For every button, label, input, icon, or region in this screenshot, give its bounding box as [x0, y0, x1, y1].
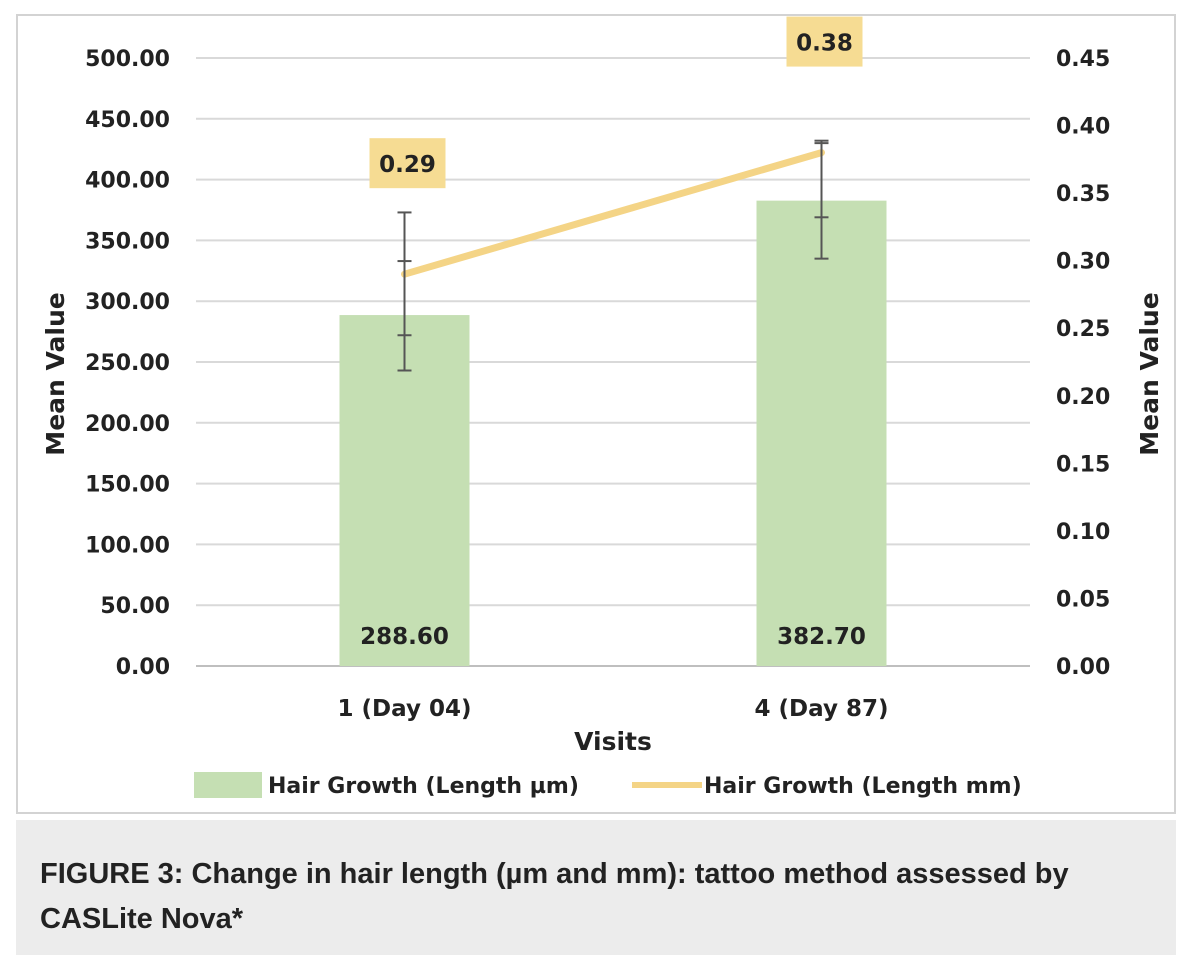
bar-data-label: 288.60 — [360, 624, 449, 650]
x-axis-title: Visits — [574, 727, 652, 756]
y-left-tick-label: 450.00 — [85, 108, 170, 133]
line-data-label: 0.38 — [796, 31, 853, 57]
y-left-tick-label: 250.00 — [85, 351, 170, 376]
y-right-tick-label: 0.15 — [1056, 452, 1110, 477]
y-right-tick-label: 0.30 — [1056, 250, 1110, 275]
legend-label-line: Hair Growth (Length mm) — [704, 774, 1022, 799]
y-right-axis-title: Mean Value — [1135, 292, 1164, 455]
y-right-tick-label: 0.20 — [1056, 385, 1110, 410]
y-right-tick-label: 0.35 — [1056, 182, 1110, 207]
y-left-tick-label: 100.00 — [85, 533, 170, 558]
chart: 288.60 382.70 0.29 0.38 0.00 50.00 100.00 150.… — [41, 16, 1164, 799]
y-right-tick-label: 0.25 — [1056, 317, 1110, 342]
y-left-tick-label: 500.00 — [85, 47, 170, 72]
caption-text: FIGURE 3: Change in hair length (µm and … — [40, 858, 1069, 935]
legend-label-bar: Hair Growth (Length µm) — [268, 774, 579, 799]
line-series — [401, 149, 825, 278]
line-data-label: 0.29 — [379, 152, 436, 178]
bar-data-label: 382.70 — [777, 624, 866, 650]
line-data-label-box — [786, 16, 863, 67]
x-tick-label: 4 (Day 87) — [755, 696, 889, 722]
legend-swatch-bar — [194, 772, 262, 798]
x-tick-label: 1 (Day 04) — [338, 696, 472, 722]
line-data-label-box — [369, 138, 446, 189]
y-left-tick-label: 50.00 — [100, 594, 170, 619]
y-right-tick-label: 0.45 — [1056, 47, 1110, 72]
bar — [339, 315, 470, 666]
bar — [756, 200, 887, 667]
y-right-tick-label: 0.00 — [1056, 655, 1110, 680]
y-right-tick-label: 0.40 — [1056, 115, 1110, 140]
y-left-tick-label: 300.00 — [85, 290, 170, 315]
y-right-tick-label: 0.10 — [1056, 520, 1110, 545]
y-left-axis-title: Mean Value — [41, 292, 70, 455]
y-left-tick-label: 400.00 — [85, 169, 170, 194]
y-left-tick-label: 150.00 — [85, 473, 170, 498]
y-left-tick-label: 200.00 — [85, 412, 170, 437]
y-left-tick-label: 0.00 — [116, 655, 170, 680]
y-left-tick-label: 350.00 — [85, 229, 170, 254]
figure-caption: FIGURE 3: Change in hair length (µm and … — [16, 820, 1176, 955]
chart-frame: 288.60 382.70 0.29 0.38 0.00 50.00 100.00 150.… — [16, 14, 1176, 814]
y-right-tick-label: 0.05 — [1056, 587, 1110, 612]
